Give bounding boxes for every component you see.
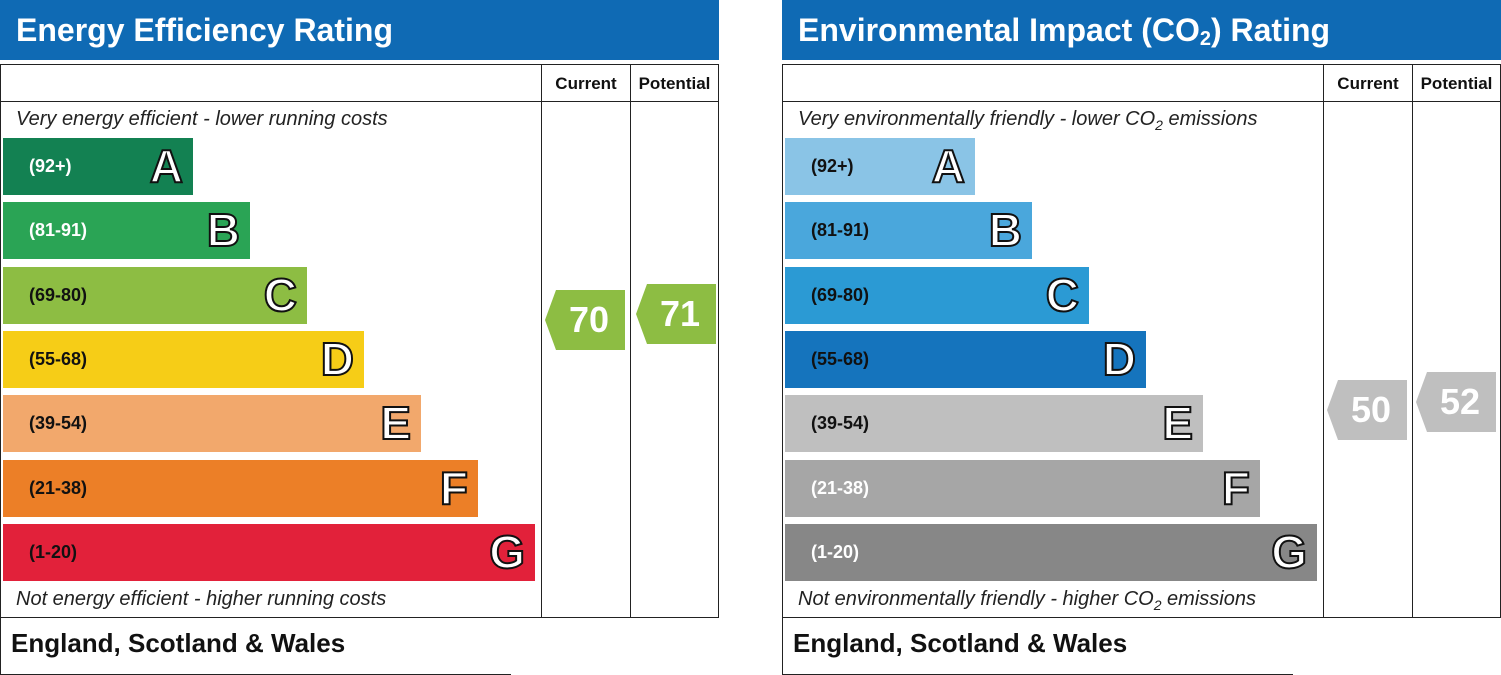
band-range-label: (1-20) bbox=[29, 541, 78, 562]
rating-band-a: (92+) A bbox=[3, 138, 193, 195]
rating-band-e: (39-54) E bbox=[785, 395, 1203, 453]
current-column-header: Current bbox=[1337, 74, 1399, 93]
rating-band-b: (81-91) B bbox=[3, 202, 250, 260]
environment-title-bar: Environmental Impact (CO2) Rating bbox=[782, 0, 1501, 60]
energy-potential-value: 71 bbox=[659, 293, 701, 334]
energy-top-caption: Very energy efficient - lower running co… bbox=[16, 108, 388, 130]
band-range-label: (39-54) bbox=[811, 413, 870, 434]
rating-band-d: (55-68) D bbox=[785, 330, 1146, 388]
potential-column-divider bbox=[1412, 65, 1413, 617]
energy-region-label: England, Scotland & Wales bbox=[11, 628, 346, 658]
band-letter: A bbox=[931, 139, 966, 193]
band-letter: C bbox=[1045, 268, 1080, 322]
band-letter: G bbox=[1270, 525, 1308, 579]
band-range-label: (21-38) bbox=[811, 477, 870, 498]
energy-efficiency-panel: Energy Efficiency Rating Current Potenti… bbox=[0, 0, 719, 675]
band-range-label: (55-68) bbox=[29, 348, 88, 369]
band-letter: G bbox=[488, 525, 526, 579]
band-range-label: (55-68) bbox=[811, 348, 870, 369]
rating-band-g: (1-20) G bbox=[785, 523, 1317, 581]
rating-band-a: (92+) A bbox=[785, 138, 975, 195]
environment-chart-box: Current Potential Very environmentally f… bbox=[782, 64, 1501, 618]
current-column-divider bbox=[541, 65, 542, 617]
rating-band-f: (21-38) F bbox=[3, 459, 478, 517]
environment-region-label: England, Scotland & Wales bbox=[793, 628, 1128, 658]
rating-band-f: (21-38) F bbox=[785, 459, 1260, 517]
band-range-label: (92+) bbox=[29, 156, 72, 176]
energy-chart-box: Current Potential Very energy efficient … bbox=[0, 64, 719, 618]
current-column-header: Current bbox=[555, 74, 617, 93]
band-range-label: (69-80) bbox=[29, 284, 88, 305]
energy-chart-title: Energy Efficiency Rating bbox=[16, 12, 393, 48]
potential-column-divider bbox=[630, 65, 631, 617]
band-range-label: (69-80) bbox=[811, 284, 870, 305]
environment-potential-value: 52 bbox=[1439, 381, 1481, 422]
potential-column-header: Potential bbox=[1420, 74, 1493, 93]
rating-band-g: (1-20) G bbox=[3, 523, 535, 581]
rating-band-b: (81-91) B bbox=[785, 202, 1032, 260]
environment-bottom-caption: Not environmentally friendly - higher CO… bbox=[798, 588, 1256, 613]
environment-current-arrow: 50 bbox=[1327, 380, 1407, 440]
potential-column-header: Potential bbox=[638, 74, 711, 93]
band-letter: E bbox=[379, 396, 412, 450]
band-range-label: (81-91) bbox=[29, 220, 88, 241]
rating-band-c: (69-80) C bbox=[785, 266, 1089, 324]
environment-top-caption: Very environmentally friendly - lower CO… bbox=[798, 108, 1258, 133]
rating-band-e: (39-54) E bbox=[3, 395, 421, 453]
band-range-label: (21-38) bbox=[29, 477, 88, 498]
environment-potential-arrow: 52 bbox=[1416, 372, 1496, 432]
band-letter: D bbox=[1102, 332, 1137, 386]
band-letter: F bbox=[1221, 461, 1251, 515]
band-range-label: (1-20) bbox=[811, 541, 860, 562]
energy-footer: England, Scotland & Wales bbox=[0, 616, 511, 675]
energy-potential-arrow: 71 bbox=[636, 284, 716, 344]
band-letter: B bbox=[206, 203, 241, 257]
header-divider bbox=[783, 101, 1500, 102]
band-letter: E bbox=[1161, 396, 1194, 450]
rating-band-d: (55-68) D bbox=[3, 330, 364, 388]
rating-band-c: (69-80) C bbox=[3, 266, 307, 324]
header-divider bbox=[1, 101, 718, 102]
band-range-label: (92+) bbox=[811, 156, 854, 176]
energy-title-bar: Energy Efficiency Rating bbox=[0, 0, 719, 60]
band-letter: D bbox=[320, 332, 355, 386]
band-letter: A bbox=[149, 139, 184, 193]
band-letter: B bbox=[988, 203, 1023, 257]
band-range-label: (39-54) bbox=[29, 413, 88, 434]
current-column-divider bbox=[1323, 65, 1324, 617]
energy-current-value: 70 bbox=[568, 299, 610, 340]
environment-chart-title: Environmental Impact (CO2) Rating bbox=[798, 12, 1331, 50]
energy-bottom-caption: Not energy efficient - higher running co… bbox=[16, 588, 387, 610]
band-letter: F bbox=[439, 461, 469, 515]
band-range-label: (81-91) bbox=[811, 220, 870, 241]
energy-current-arrow: 70 bbox=[545, 290, 625, 350]
environment-footer: England, Scotland & Wales bbox=[782, 616, 1293, 675]
band-letter: C bbox=[263, 268, 298, 322]
environment-current-value: 50 bbox=[1350, 389, 1392, 430]
environmental-impact-panel: Environmental Impact (CO2) Rating Curren… bbox=[782, 0, 1501, 675]
